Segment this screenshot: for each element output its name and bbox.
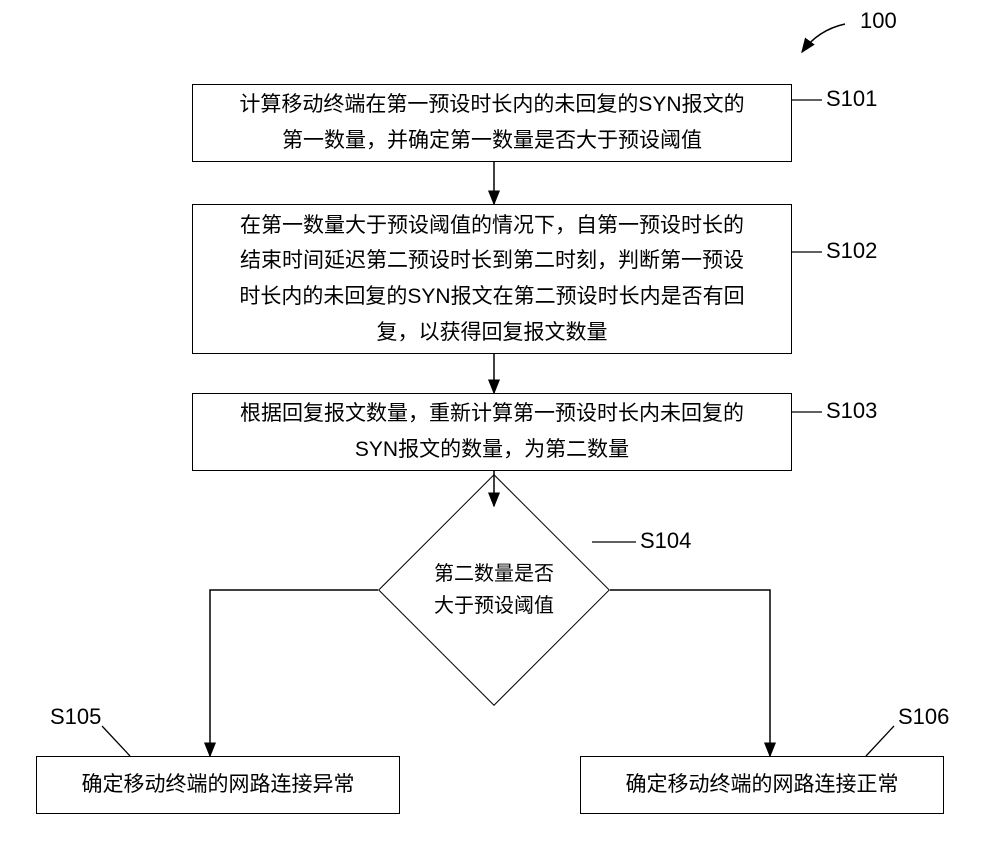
s104-line2: 大于预设阈值 <box>434 595 554 617</box>
step-s101: 计算移动终端在第一预设时长内的未回复的SYN报文的 第一数量，并确定第一数量是否… <box>192 84 792 162</box>
s102-line2: 结束时间延迟第二预设时长到第二时刻，判断第一预设 <box>240 249 744 272</box>
label-s105: S105 <box>50 704 101 730</box>
s104-line1: 第二数量是否 <box>434 563 554 585</box>
step-s106: 确定移动终端的网路连接正常 <box>580 756 944 814</box>
s101-line2: 第一数量，并确定第一数量是否大于预设阈值 <box>282 129 702 152</box>
step-s103: 根据回复报文数量，重新计算第一预设时长内未回复的 SYN报文的数量，为第二数量 <box>192 393 792 471</box>
s101-line1: 计算移动终端在第一预设时长内的未回复的SYN报文的 <box>239 93 744 116</box>
label-s102: S102 <box>826 238 877 264</box>
label-s103: S103 <box>826 398 877 424</box>
figure-reference-label: 100 <box>860 8 897 34</box>
s105-text: 确定移动终端的网路连接异常 <box>82 767 355 803</box>
label-s104: S104 <box>640 528 691 554</box>
s103-line2: SYN报文的数量，为第二数量 <box>355 438 629 461</box>
step-s102: 在第一数量大于预设阈值的情况下，自第一预设时长的 结束时间延迟第二预设时长到第二… <box>192 204 792 354</box>
step-s105: 确定移动终端的网路连接异常 <box>36 756 400 814</box>
s103-line1: 根据回复报文数量，重新计算第一预设时长内未回复的 <box>240 402 744 425</box>
s102-line4: 复，以获得回复报文数量 <box>377 321 608 344</box>
decision-s104: 第二数量是否 大于预设阈值 <box>378 474 610 706</box>
s102-line3: 时长内的未回复的SYN报文在第二预设时长内是否有回 <box>239 285 744 308</box>
s106-text: 确定移动终端的网路连接正常 <box>626 767 899 803</box>
label-s101: S101 <box>826 86 877 112</box>
s102-line1: 在第一数量大于预设阈值的情况下，自第一预设时长的 <box>240 214 744 237</box>
label-s106: S106 <box>898 704 949 730</box>
flowchart-canvas: 100 计算移动终端在第一预设时长内的未回复的SYN报文的 第一数量，并确定第一… <box>0 0 1000 852</box>
